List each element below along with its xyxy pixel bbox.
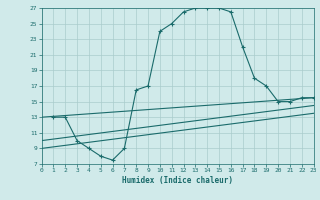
X-axis label: Humidex (Indice chaleur): Humidex (Indice chaleur) bbox=[122, 176, 233, 185]
